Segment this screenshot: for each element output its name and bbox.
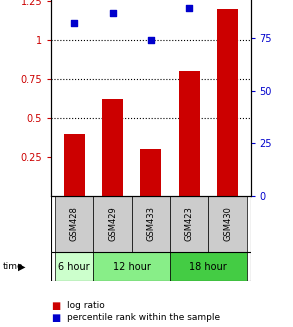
Bar — [93, 252, 170, 281]
Text: GSM429: GSM429 — [108, 207, 117, 241]
Text: time: time — [3, 262, 23, 271]
Text: GSM428: GSM428 — [70, 207, 79, 241]
Text: ■: ■ — [51, 313, 61, 323]
Bar — [208, 196, 247, 252]
Bar — [179, 71, 200, 196]
Text: 18 hour: 18 hour — [190, 262, 227, 271]
Bar — [170, 252, 247, 281]
Bar — [93, 196, 132, 252]
Text: GSM423: GSM423 — [185, 207, 194, 241]
Text: 12 hour: 12 hour — [113, 262, 151, 271]
Text: 6 hour: 6 hour — [58, 262, 90, 271]
Bar — [64, 134, 85, 196]
Text: GSM430: GSM430 — [223, 207, 232, 241]
Point — [149, 38, 153, 43]
Bar — [55, 252, 93, 281]
Point — [187, 6, 192, 11]
Bar — [55, 196, 93, 252]
Point — [110, 10, 115, 15]
Text: GSM433: GSM433 — [146, 206, 155, 242]
Point — [72, 21, 76, 26]
Bar — [170, 196, 208, 252]
Text: ■: ■ — [51, 301, 61, 311]
Bar — [102, 99, 123, 196]
Text: ▶: ▶ — [18, 262, 25, 271]
Text: percentile rank within the sample: percentile rank within the sample — [67, 313, 221, 322]
Bar — [140, 149, 161, 196]
Text: log ratio: log ratio — [67, 301, 105, 310]
Bar — [132, 196, 170, 252]
Bar — [217, 9, 238, 196]
